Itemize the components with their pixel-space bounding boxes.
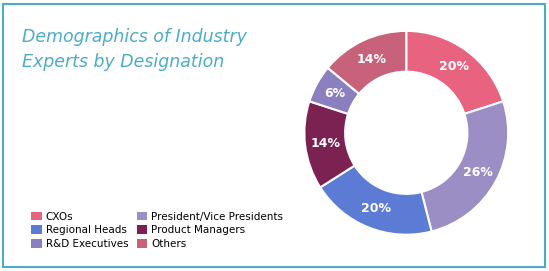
Text: 14%: 14%: [310, 137, 340, 150]
Text: 6%: 6%: [324, 87, 345, 100]
Wedge shape: [422, 101, 508, 231]
Wedge shape: [406, 31, 503, 114]
Text: Demographics of Industry
Experts by Designation: Demographics of Industry Experts by Desi…: [21, 28, 247, 71]
Legend: CXOs, Regional Heads, R&D Executives, President/Vice Presidents, Product Manager: CXOs, Regional Heads, R&D Executives, Pr…: [27, 208, 288, 253]
Wedge shape: [328, 31, 406, 94]
Wedge shape: [309, 68, 359, 114]
Text: 14%: 14%: [356, 53, 386, 66]
Text: 26%: 26%: [463, 166, 492, 179]
Text: 20%: 20%: [361, 202, 391, 215]
Text: 20%: 20%: [439, 60, 469, 73]
Wedge shape: [304, 101, 355, 187]
Wedge shape: [320, 166, 432, 235]
